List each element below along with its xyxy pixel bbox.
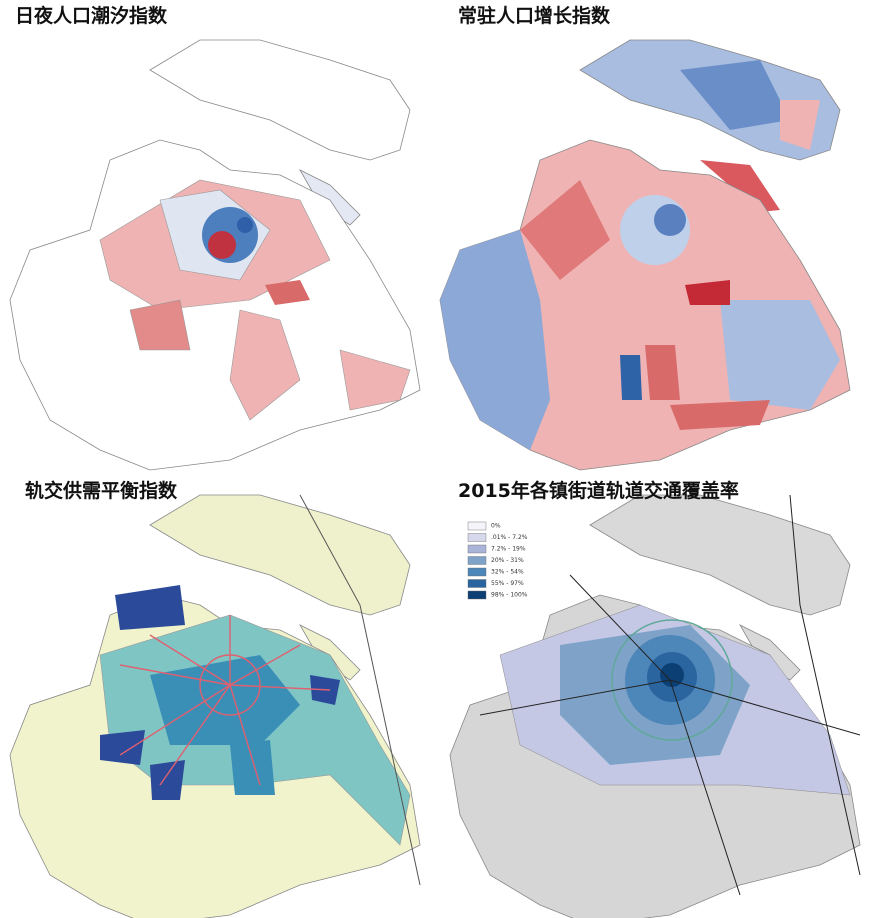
legend-swatch: [467, 590, 487, 600]
panel-title: 日夜人口潮汐指数: [15, 4, 168, 27]
map-growth: [439, 39, 851, 471]
legend-label: 32% - 54%: [491, 569, 524, 576]
legend-label: 0%: [491, 523, 501, 530]
legend-label: 7.2% - 19%: [491, 546, 526, 553]
legend-swatch: [467, 556, 487, 565]
map-coverage: [449, 494, 861, 918]
panel-title: 轨交供需平衡指数: [25, 479, 178, 502]
legend-label: 98% - 100%: [491, 592, 528, 599]
legend-label: 20% - 31%: [491, 557, 524, 564]
legend: 0% .01% - 7.2% 7.2% - 19% 20% - 31% 32% - 54…: [467, 521, 528, 600]
map-supply: [9, 494, 421, 918]
legend-swatch: [467, 579, 487, 588]
panel-title: 常驻人口增长指数: [458, 4, 611, 27]
panel-title: 2015年各镇街道轨道交通覆盖率: [458, 479, 739, 502]
legend-swatch: [467, 533, 487, 542]
map-tide: [9, 39, 421, 471]
legend-label: 55% - 97%: [491, 580, 524, 587]
legend-swatch: [467, 521, 487, 531]
legend-swatch: [467, 544, 487, 554]
legend-label: .01% - 7.2%: [491, 534, 528, 541]
legend-swatch: [467, 567, 487, 577]
